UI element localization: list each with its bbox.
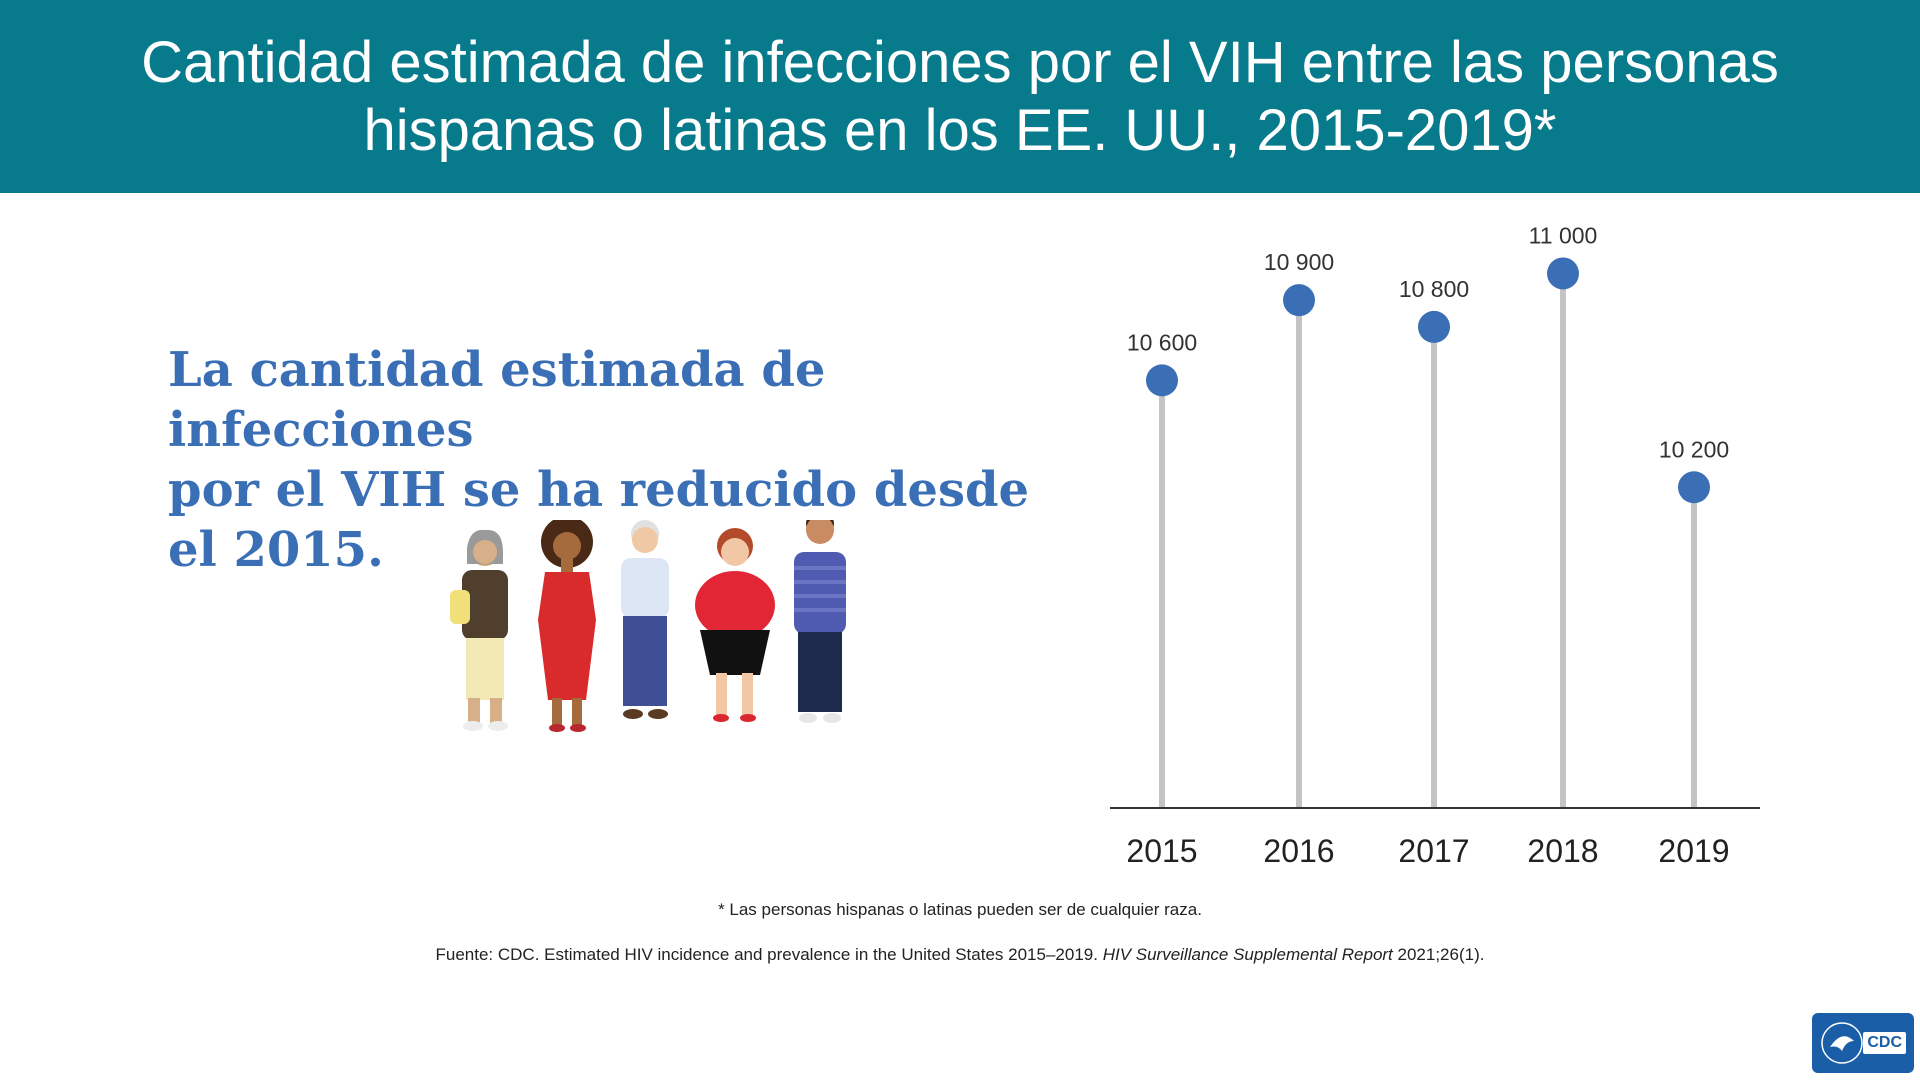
person-1-figure [450,529,508,731]
tick-label-2016: 2016 [1263,833,1334,869]
chart-title: Cantidad estimada de infecciones por el … [141,29,1779,163]
cdc-logo: CDC [1812,1013,1914,1073]
marker-2019 [1678,471,1710,504]
value-label-2017: 10 800 [1399,276,1469,302]
headline-text: La cantidad estimada de infecciones por … [168,342,1030,578]
value-label-2015: 10 600 [1127,329,1197,355]
source-prefix: Fuente: CDC. Estimated HIV incidence and… [435,945,1103,964]
tick-label-2018: 2018 [1527,833,1598,869]
person-5-figure [794,520,846,723]
value-label-2019: 10 200 [1659,436,1729,462]
source-suffix: 2021;26(1). [1392,945,1485,964]
marker-2018 [1547,257,1579,290]
value-label-2016: 10 900 [1264,249,1334,275]
lollipop-chart: 10 600 10 900 10 800 11 000 10 200 2015 2016 2… [1110,222,1760,869]
person-3-figure [621,520,669,719]
hhs-eagle-icon [1821,1022,1863,1064]
marker-2015 [1146,364,1178,397]
source-citation: Fuente: CDC. Estimated HIV incidence and… [0,945,1920,965]
value-label-2018: 11 000 [1529,222,1598,248]
title-banner: Cantidad estimada de infecciones por el … [0,0,1920,193]
tick-label-2017: 2017 [1398,833,1469,869]
tick-label-2019: 2019 [1658,833,1729,869]
source-italic: HIV Surveillance Supplemental Report [1102,945,1393,964]
marker-2016 [1283,284,1315,317]
person-4-figure [695,528,775,722]
footnote: * Las personas hispanas o latinas pueden… [718,900,1202,919]
person-2-figure [538,520,596,732]
cdc-logo-text: CDC [1863,1032,1906,1054]
marker-2017 [1418,310,1450,343]
tick-label-2015: 2015 [1126,833,1197,869]
people-illustration [450,520,846,732]
